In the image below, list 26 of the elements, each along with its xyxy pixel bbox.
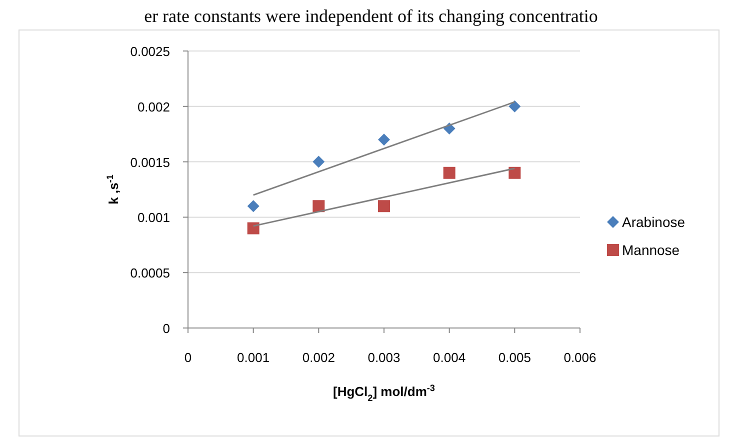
legend-label: Mannose <box>622 242 680 258</box>
text: er rate constants were independent of its changing concentratio <box>144 6 598 26</box>
x-axis-title: [HgCl$_{2}$] mol/dm$^{-3}$ <box>333 383 435 403</box>
point <box>247 222 260 234</box>
y-tick-label: 0.001 <box>137 210 170 226</box>
point <box>443 166 456 179</box>
legend-label: Arabinose <box>622 214 686 230</box>
x-tick-label: 0.006 <box>564 350 596 365</box>
x-tick-label: 0.001 <box>237 350 270 365</box>
y-tick-label: 0 <box>162 321 170 336</box>
x-tick-label: 0.002 <box>302 350 335 365</box>
x-tick-label: 0.004 <box>433 350 466 365</box>
y-tick-label: 0.002 <box>137 99 170 114</box>
point <box>378 134 390 146</box>
point <box>312 200 325 212</box>
y-tick-label: 0.0015 <box>130 154 170 170</box>
point <box>247 200 260 212</box>
x-tick-label: 0.003 <box>368 350 400 365</box>
point <box>312 156 325 168</box>
y-tick-label: 0.0005 <box>130 266 170 281</box>
x-tick-label: 0.005 <box>498 350 531 365</box>
y-tick-label: 0.0025 <box>130 44 170 59</box>
x-tick-label: 0 <box>184 350 192 365</box>
point <box>508 166 521 179</box>
point <box>508 100 521 112</box>
point <box>378 200 390 212</box>
